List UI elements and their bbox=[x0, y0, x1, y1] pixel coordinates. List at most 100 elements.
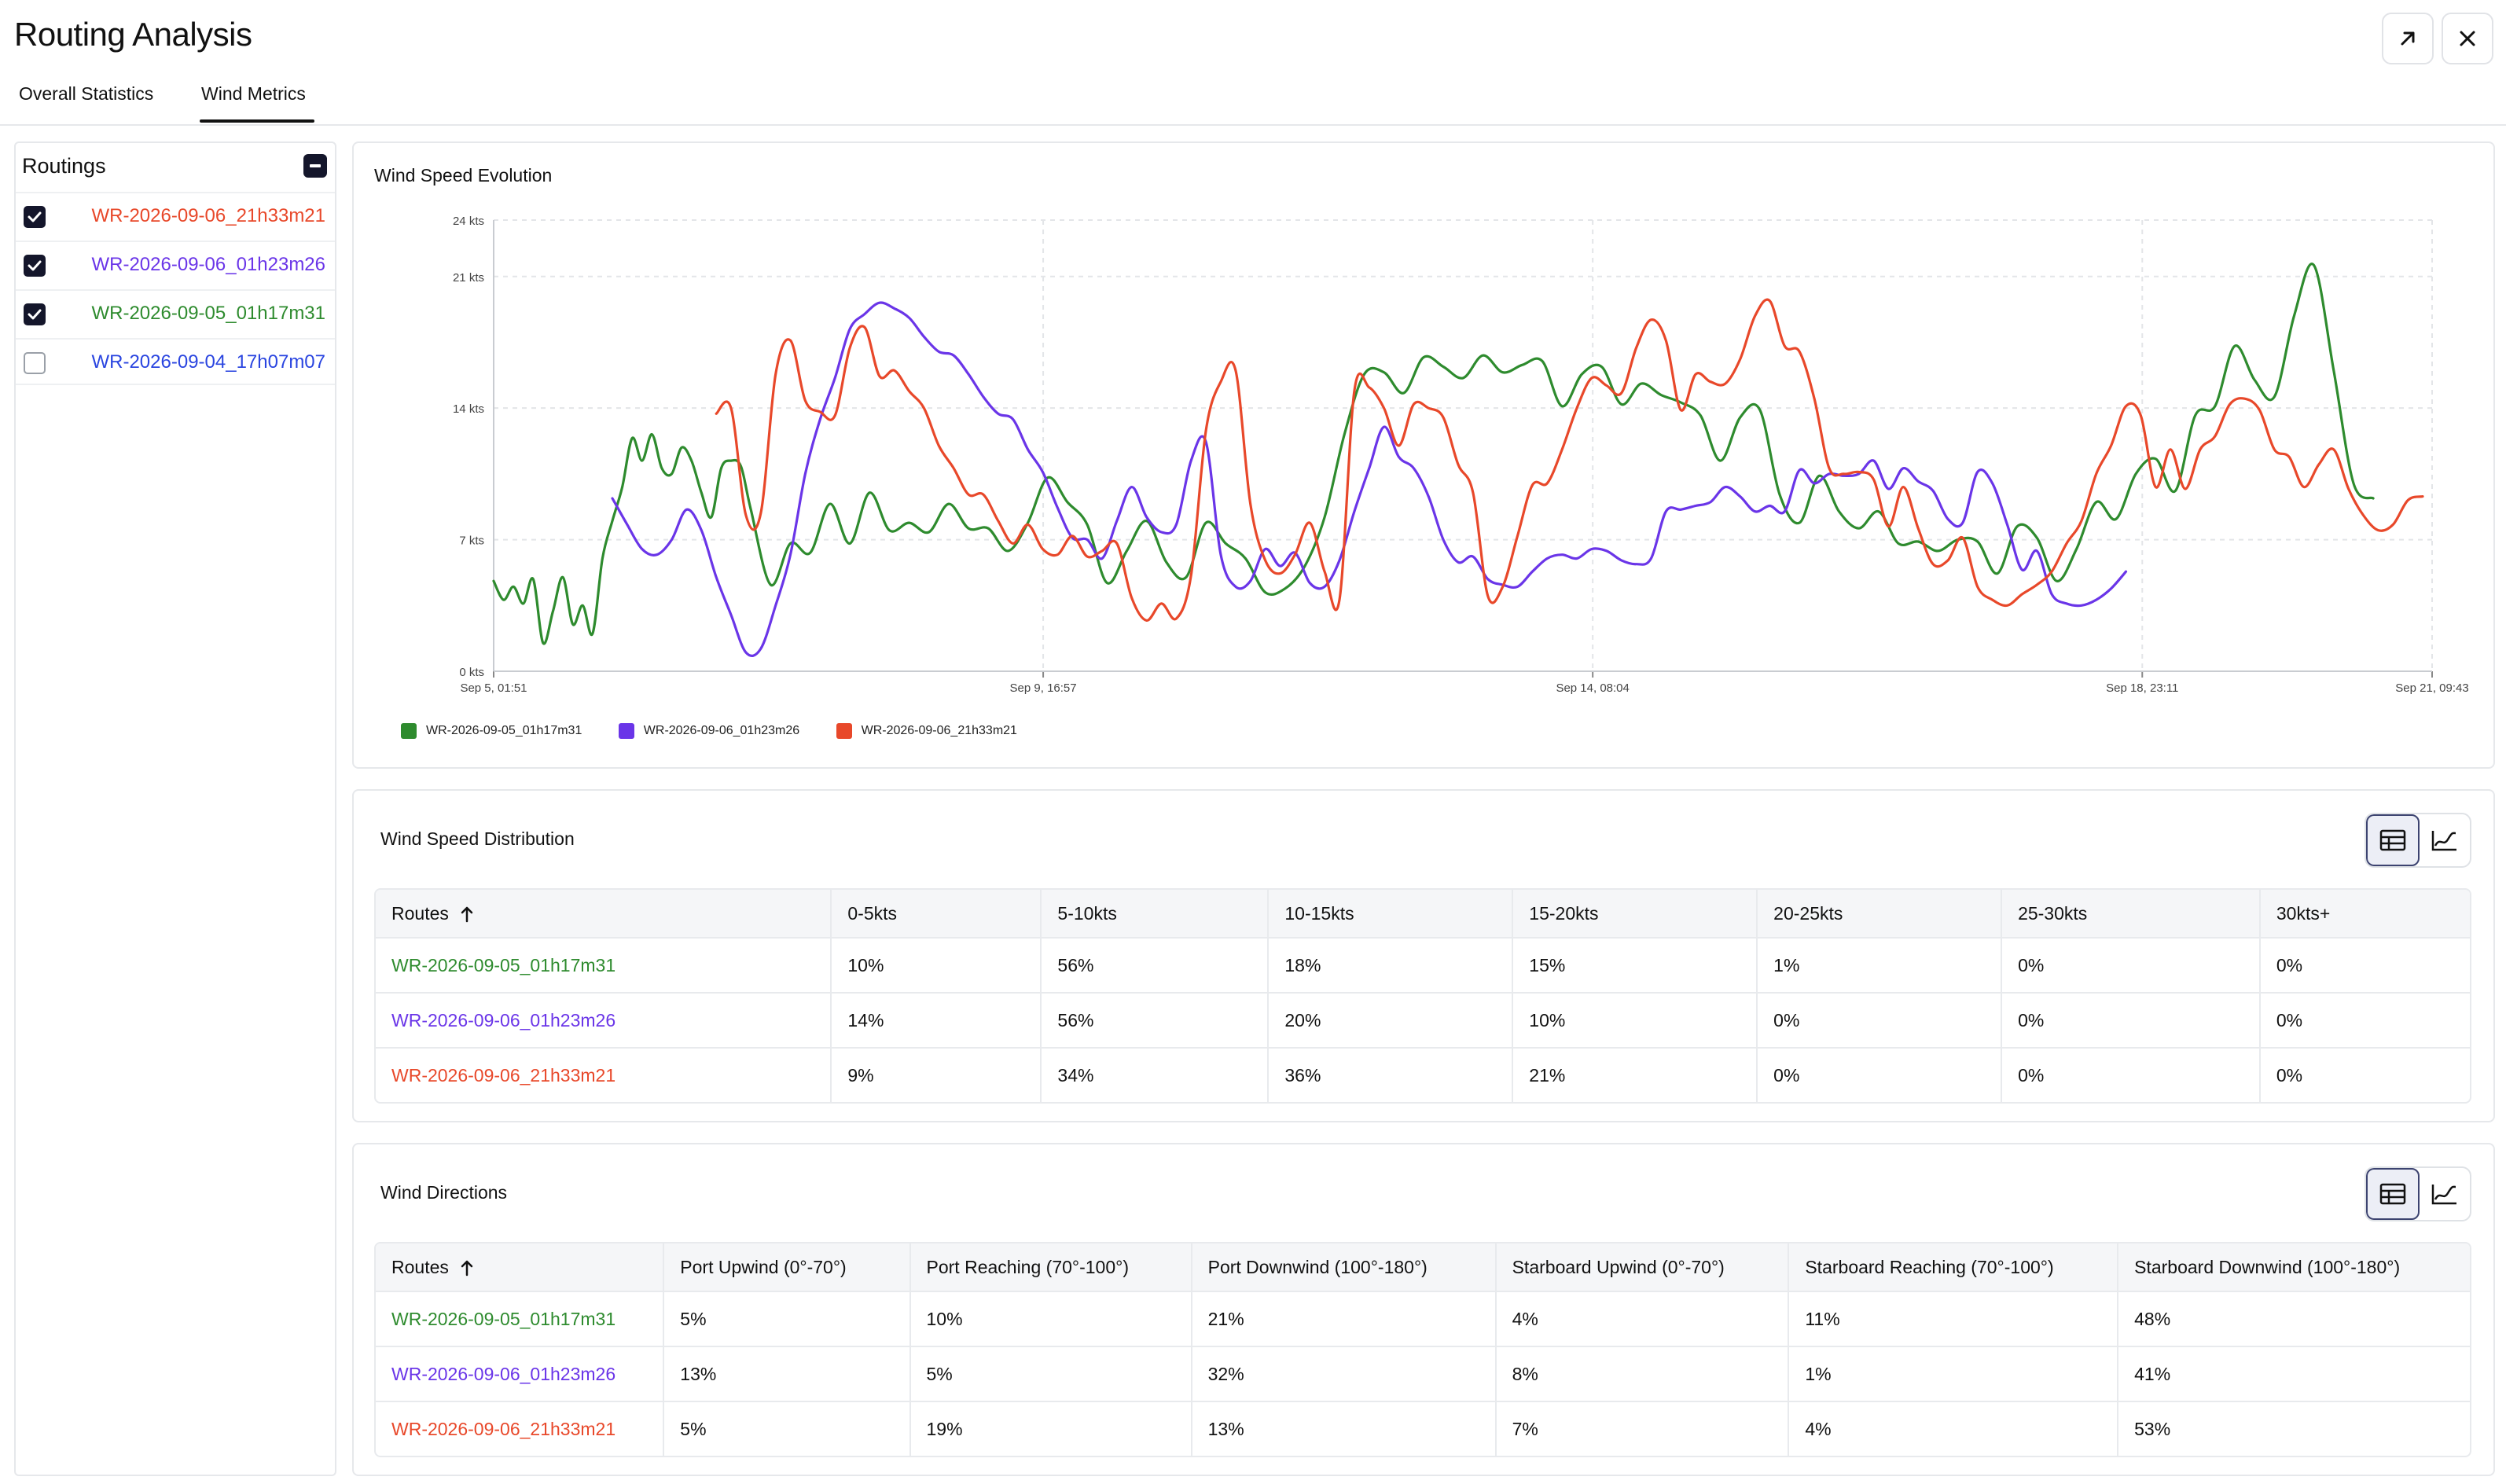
column-header-routes[interactable]: Routes bbox=[376, 890, 832, 937]
column-header: Port Upwind (0°-70°) bbox=[664, 1243, 911, 1291]
value-cell: 34% bbox=[1042, 1047, 1270, 1102]
y-tick-label: 21 kts bbox=[453, 271, 484, 285]
value-cell: 0% bbox=[2260, 1047, 2470, 1102]
table-row: WR-2026-09-06_21h33m21 9% 34% 36% 21% 0% 0% 0% bbox=[376, 1047, 2470, 1102]
route-cell[interactable]: WR-2026-09-06_01h23m26 bbox=[376, 1346, 665, 1401]
wind-speed-distribution-card bbox=[352, 789, 2495, 1122]
value-cell: 10% bbox=[910, 1291, 1192, 1346]
column-header-label: Starboard Upwind (0°-70°) bbox=[1512, 1256, 1725, 1277]
close-button[interactable] bbox=[2442, 13, 2493, 64]
routing-item-3[interactable]: WR-2026-09-05_01h17m31 bbox=[16, 289, 335, 336]
value-cell: 10% bbox=[832, 937, 1042, 992]
value-cell: 36% bbox=[1269, 1047, 1514, 1102]
view-toggle bbox=[2365, 1166, 2471, 1221]
wind-directions-title: Wind Directions bbox=[380, 1182, 508, 1203]
column-header-routes[interactable]: Routes bbox=[376, 1243, 665, 1291]
route-cell[interactable]: WR-2026-09-05_01h17m31 bbox=[376, 1291, 665, 1346]
column-header-label: 0-5kts bbox=[847, 902, 898, 924]
column-header: 10-15kts bbox=[1269, 890, 1514, 937]
route-cell[interactable]: WR-2026-09-05_01h17m31 bbox=[376, 937, 832, 992]
column-header-label: 25-30kts bbox=[2018, 902, 2088, 924]
x-tick-label: Sep 14, 08:04 bbox=[1556, 681, 1629, 695]
route-cell[interactable]: WR-2026-09-06_01h23m26 bbox=[376, 992, 832, 1047]
routings-title: Routings bbox=[22, 154, 106, 178]
wind-speed-distribution-table: Routes 0-5kts 5-10kts 10-15kts 15-20kts 20-25… bbox=[374, 888, 2471, 1104]
check-icon bbox=[28, 309, 42, 320]
chart-view-button[interactable] bbox=[2420, 814, 2470, 866]
wind-speed-evolution-card bbox=[352, 141, 2495, 769]
minus-icon[interactable] bbox=[303, 154, 327, 178]
y-tick-label: 24 kts bbox=[453, 215, 484, 228]
column-header-label: 5-10kts bbox=[1057, 902, 1117, 924]
checkbox-checked[interactable] bbox=[24, 255, 46, 277]
column-header-label: Starboard Downwind (100°-180°) bbox=[2134, 1256, 2401, 1277]
column-header: 0-5kts bbox=[832, 890, 1042, 937]
close-icon bbox=[2460, 31, 2475, 46]
value-cell: 5% bbox=[664, 1401, 911, 1456]
value-cell: 0% bbox=[2260, 992, 2470, 1047]
column-header: Starboard Reaching (70°-100°) bbox=[1789, 1243, 2119, 1291]
checkbox-unchecked[interactable] bbox=[24, 352, 46, 374]
routing-item-2[interactable]: WR-2026-09-06_01h23m26 bbox=[16, 241, 335, 288]
value-cell: 18% bbox=[1269, 937, 1514, 992]
column-header-label: Port Reaching (70°-100°) bbox=[926, 1256, 1129, 1277]
table-header-row: Routes 0-5kts 5-10kts 10-15kts 15-20kts 20-25… bbox=[376, 890, 2470, 937]
value-cell: 15% bbox=[1513, 937, 1758, 992]
tab-overall-statistics[interactable]: Overall Statistics bbox=[19, 83, 154, 104]
value-cell: 56% bbox=[1042, 937, 1270, 992]
routing-label: WR-2026-09-06_01h23m26 bbox=[91, 254, 325, 275]
table-view-button[interactable] bbox=[2366, 814, 2420, 866]
arrow-up-icon[interactable] bbox=[460, 1259, 474, 1276]
routing-item-1[interactable]: WR-2026-09-06_21h33m21 bbox=[16, 192, 335, 239]
column-header-label: 30kts+ bbox=[2276, 902, 2331, 924]
x-tick-label: Sep 18, 23:11 bbox=[2106, 681, 2178, 695]
value-cell: 20% bbox=[1269, 992, 1514, 1047]
x-tick-label: Sep 5, 01:51 bbox=[460, 681, 527, 695]
value-cell: 5% bbox=[910, 1346, 1192, 1401]
value-cell: 0% bbox=[2002, 937, 2261, 992]
column-header: 25-30kts bbox=[2002, 890, 2261, 937]
chart-view-button[interactable] bbox=[2420, 1168, 2470, 1220]
value-cell: 11% bbox=[1789, 1291, 2119, 1346]
routing-item-4[interactable]: WR-2026-09-04_17h07m07 bbox=[16, 338, 335, 385]
value-cell: 13% bbox=[664, 1346, 911, 1401]
value-cell: 10% bbox=[1513, 992, 1758, 1047]
series-line-2[interactable] bbox=[611, 301, 2128, 657]
value-cell: 1% bbox=[1789, 1346, 2119, 1401]
route-cell[interactable]: WR-2026-09-06_21h33m21 bbox=[376, 1401, 665, 1456]
table-row: WR-2026-09-05_01h17m31 10% 56% 18% 15% 1% 0% 0% bbox=[376, 937, 2470, 992]
value-cell: 14% bbox=[832, 992, 1042, 1047]
column-header-label: 10-15kts bbox=[1284, 902, 1354, 924]
series-line-1[interactable] bbox=[492, 263, 2375, 645]
routings-panel bbox=[14, 141, 336, 1476]
arrow-up-right-icon bbox=[2401, 31, 2415, 46]
legend-item[interactable]: WR-2026-09-05_01h17m31 bbox=[401, 723, 582, 739]
value-cell: 0% bbox=[2002, 992, 2261, 1047]
header-divider bbox=[0, 124, 2506, 126]
table-row: WR-2026-09-06_21h33m21 5% 19% 13% 7% 4% 53% bbox=[376, 1401, 2470, 1456]
value-cell: 21% bbox=[1192, 1291, 1497, 1346]
legend-item[interactable]: WR-2026-09-06_01h23m26 bbox=[618, 723, 799, 739]
checkbox-checked[interactable] bbox=[24, 303, 46, 325]
column-header-label: Starboard Reaching (70°-100°) bbox=[1805, 1256, 2054, 1277]
column-header: Port Downwind (100°-180°) bbox=[1192, 1243, 1497, 1291]
legend-item[interactable]: WR-2026-09-06_21h33m21 bbox=[836, 723, 1017, 739]
expand-button[interactable] bbox=[2382, 13, 2434, 64]
route-cell[interactable]: WR-2026-09-06_21h33m21 bbox=[376, 1047, 832, 1102]
value-cell: 4% bbox=[1789, 1401, 2119, 1456]
value-cell: 21% bbox=[1513, 1047, 1758, 1102]
table-view-button[interactable] bbox=[2366, 1168, 2420, 1220]
arrow-up-icon[interactable] bbox=[460, 905, 474, 923]
value-cell: 7% bbox=[1496, 1401, 1790, 1456]
value-cell: 8% bbox=[1496, 1346, 1790, 1401]
value-cell: 53% bbox=[2118, 1401, 2470, 1456]
value-cell: 48% bbox=[2118, 1291, 2470, 1346]
checkbox-checked[interactable] bbox=[24, 206, 46, 228]
wind-speed-evolution-title: Wind Speed Evolution bbox=[374, 165, 553, 186]
column-header: Starboard Downwind (100°-180°) bbox=[2118, 1243, 2470, 1291]
series-line-3[interactable] bbox=[715, 298, 2424, 622]
tab-wind-metrics[interactable]: Wind Metrics bbox=[201, 83, 306, 104]
column-header-label: 15-20kts bbox=[1529, 902, 1599, 924]
value-cell: 9% bbox=[832, 1047, 1042, 1102]
value-cell: 5% bbox=[664, 1291, 911, 1346]
